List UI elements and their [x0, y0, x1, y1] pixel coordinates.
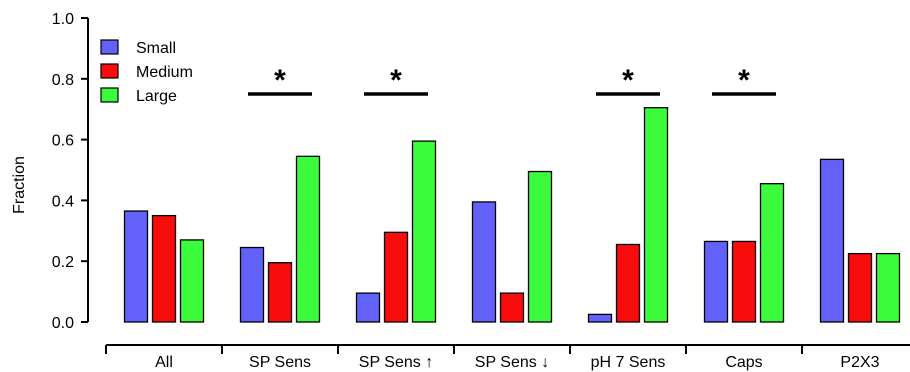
bar-small-2	[355, 292, 381, 323]
bar-large-3	[527, 170, 553, 323]
bar-large-2	[411, 140, 437, 323]
bar-medium-1	[267, 262, 293, 323]
x-tick-label: SP Sens ↑	[359, 354, 433, 371]
y-tick-label: 0.8	[52, 72, 74, 89]
y-tick-label: 0.6	[52, 133, 74, 150]
bar-large-4	[643, 107, 669, 323]
legend-swatch-small	[100, 39, 119, 55]
legend-label-large: Large	[136, 88, 177, 105]
significance-star: *	[390, 64, 402, 97]
bar-small-6	[819, 158, 845, 323]
bar-medium-0	[151, 214, 177, 323]
bar-medium-4	[615, 243, 641, 323]
significance-star: *	[738, 64, 750, 97]
y-axis-label: Fraction	[11, 156, 28, 214]
x-tick-label: SP Sens	[249, 354, 311, 371]
legend-swatch-large	[100, 87, 119, 103]
bar-large-6	[875, 252, 901, 323]
y-tick-label: 0.4	[52, 193, 74, 210]
x-tick-label: pH 7 Sens	[591, 354, 666, 371]
bar-medium-5	[731, 240, 757, 323]
significance-star: *	[274, 64, 286, 97]
legend-swatch-medium	[100, 63, 119, 79]
significance-markers: * * * *	[248, 64, 776, 97]
bar-large-0	[179, 239, 205, 323]
bar-medium-2	[383, 231, 409, 323]
x-axis: All SP Sens SP Sens ↑ SP Sens ↓ pH 7 Sens Cap…	[105, 344, 910, 371]
bar-small-1	[239, 246, 265, 323]
bar-large-5	[759, 183, 785, 323]
bar-small-0	[123, 210, 149, 323]
legend-label-medium: Medium	[136, 64, 193, 81]
bars	[123, 107, 901, 323]
y-tick-label: 0.0	[52, 315, 74, 332]
bar-small-5	[703, 240, 729, 323]
y-tick-label: 0.2	[52, 254, 74, 271]
x-tick-label: Caps	[725, 354, 762, 371]
y-tick-label: 1.0	[52, 11, 74, 28]
bar-large-1	[295, 155, 321, 323]
bar-small-3	[471, 201, 497, 323]
bar-medium-3	[499, 292, 525, 323]
x-tick-label: P2X3	[840, 354, 879, 371]
x-tick-label: All	[155, 354, 173, 371]
bar-small-4	[587, 313, 613, 323]
legend: Small Medium Large	[100, 39, 193, 105]
bar-medium-6	[847, 252, 873, 323]
significance-star: *	[622, 64, 634, 97]
legend-label-small: Small	[136, 40, 176, 57]
x-tick-label: SP Sens ↓	[475, 354, 549, 371]
y-axis: 0.0 0.2 0.4 0.6 0.8 1.0	[52, 11, 89, 332]
